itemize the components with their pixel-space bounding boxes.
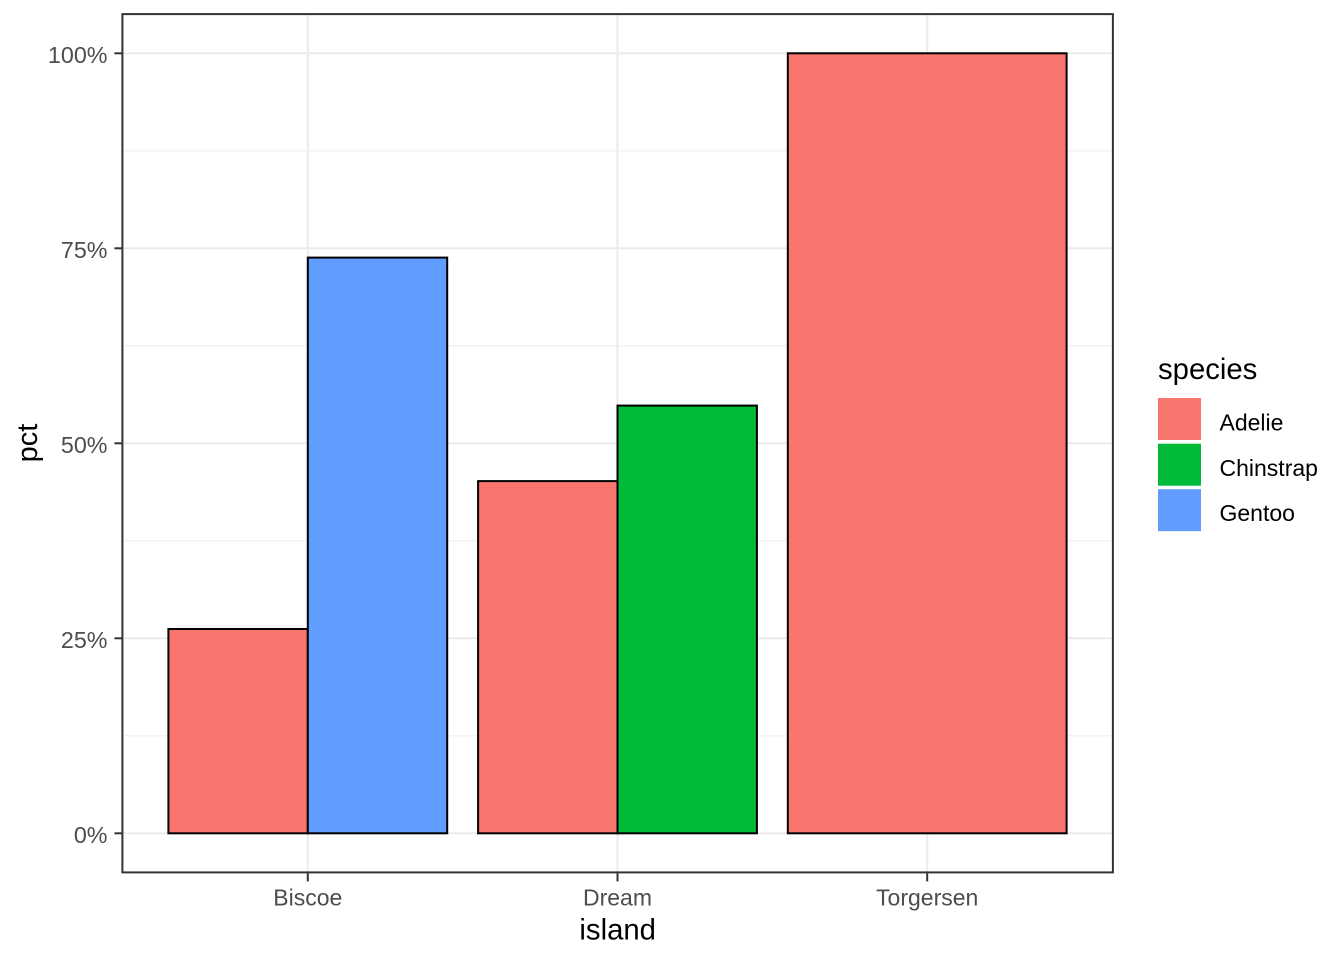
svg-text:25%: 25% <box>61 627 108 653</box>
svg-text:0%: 0% <box>74 822 108 848</box>
svg-text:species: species <box>1158 353 1257 386</box>
svg-text:pct: pct <box>12 424 44 463</box>
svg-text:100%: 100% <box>48 42 108 68</box>
svg-text:Chinstrap: Chinstrap <box>1220 455 1318 481</box>
svg-text:Dream: Dream <box>583 884 652 910</box>
svg-text:Torgersen: Torgersen <box>876 884 978 910</box>
svg-text:Gentoo: Gentoo <box>1220 500 1295 526</box>
svg-text:Adelie: Adelie <box>1220 410 1284 436</box>
svg-text:50%: 50% <box>61 432 108 458</box>
svg-text:75%: 75% <box>61 237 108 263</box>
svg-text:Biscoe: Biscoe <box>273 884 342 910</box>
svg-text:island: island <box>579 914 656 947</box>
